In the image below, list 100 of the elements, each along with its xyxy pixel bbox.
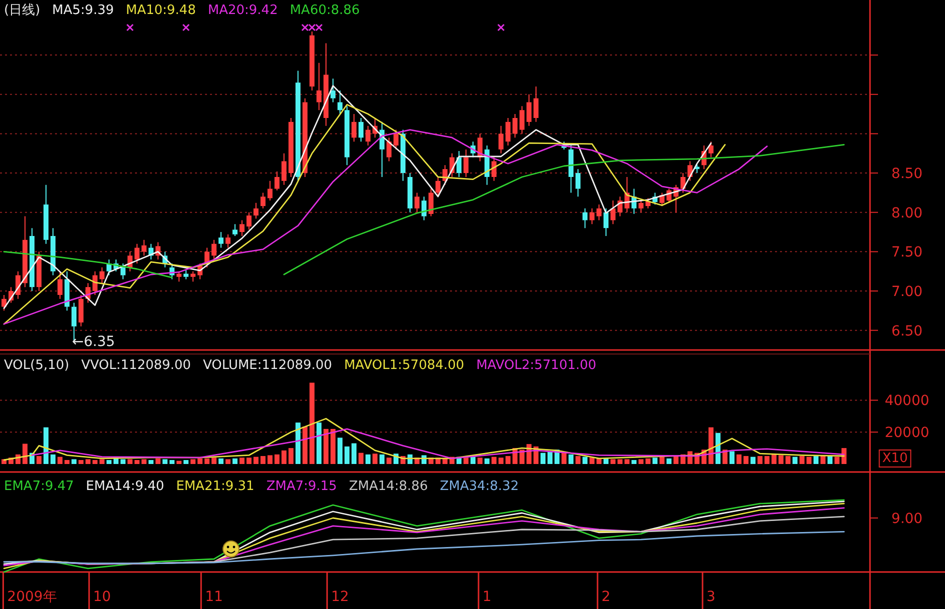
chart-title: VOL(5,10): [4, 358, 70, 373]
bar: [548, 451, 552, 464]
candlestick: [134, 243, 140, 264]
bar: [708, 427, 714, 464]
bar: [568, 454, 574, 464]
bar: [246, 458, 252, 464]
candlestick: [414, 192, 420, 213]
annotation: ←6.35: [72, 334, 115, 350]
candlestick: [610, 200, 616, 225]
bar: [240, 458, 244, 464]
bar: [36, 456, 42, 464]
text: MA10:9.48: [126, 3, 196, 18]
candlestick: [512, 114, 518, 138]
annotation: VOLUME:112089.00: [202, 358, 332, 373]
candlestick: [240, 220, 244, 236]
candlestick: [526, 94, 532, 126]
candlestick: [268, 180, 272, 202]
line-series: [283, 144, 845, 276]
bar: [268, 455, 272, 464]
bar: [120, 459, 126, 464]
bar: [470, 456, 476, 464]
x-tick-label: 10: [93, 589, 111, 605]
candlestick: [386, 137, 392, 162]
bar: [590, 458, 594, 464]
candlestick: [604, 208, 608, 236]
bar: [274, 454, 280, 464]
bar: [198, 458, 202, 464]
bar: [302, 426, 308, 464]
candlestick: [120, 262, 126, 280]
y-tick-label: 7.50: [891, 244, 923, 261]
bar: [344, 446, 350, 464]
text: EMA7:9.47: [4, 479, 74, 494]
line-series: [31, 428, 845, 460]
bar: [148, 460, 154, 464]
x-tick-label: 12: [331, 589, 349, 605]
text: MA20:9.42: [208, 3, 278, 18]
candlestick: [352, 114, 356, 142]
bar: [730, 451, 734, 464]
bar: [478, 458, 482, 464]
bar: [758, 456, 762, 464]
bar: [106, 460, 112, 464]
bar: [750, 456, 756, 464]
candlestick: [100, 266, 104, 284]
candlestick: [58, 270, 62, 300]
bar: [358, 452, 364, 464]
candlestick: [78, 294, 84, 327]
bar: [800, 456, 804, 464]
candlestick: [492, 156, 496, 182]
bar: [764, 456, 770, 464]
bar: [736, 454, 742, 464]
bar: [44, 427, 48, 464]
chart-title: (日线): [4, 3, 40, 18]
candlestick: [142, 239, 146, 256]
annotation: VVOL:112089.00: [81, 358, 191, 373]
bar: [596, 458, 602, 464]
bar: [520, 450, 524, 464]
x-tick-label: 1: [482, 589, 492, 605]
y-tick-label: 7.00: [891, 284, 923, 300]
line-series: [3, 418, 845, 461]
bar: [128, 459, 132, 464]
bar: [22, 444, 28, 464]
text: 9.00: [891, 511, 923, 527]
bar: [484, 458, 490, 464]
candlestick: [316, 62, 322, 111]
candlestick: [260, 192, 266, 209]
bar: [226, 459, 230, 464]
candlestick: [274, 170, 280, 191]
y-tick-label: 8.50: [891, 166, 923, 182]
bar: [834, 456, 840, 464]
bar: [582, 456, 588, 464]
bar: [92, 460, 98, 464]
x-tick-label: 3: [706, 589, 716, 605]
candlestick: [218, 232, 224, 248]
bar: [660, 456, 664, 464]
bar: [820, 456, 826, 464]
bar: [792, 456, 798, 464]
candlestick: [464, 148, 468, 178]
bar: [610, 459, 616, 464]
bar: [134, 460, 140, 464]
bar: [540, 452, 546, 464]
candlestick: [358, 117, 364, 142]
bar: [170, 460, 174, 464]
candlestick: [436, 176, 440, 198]
bar: [212, 458, 216, 464]
bar: [86, 459, 90, 464]
bar: [372, 454, 378, 464]
bar: [100, 459, 104, 464]
bar: [786, 456, 790, 464]
candlestick: [428, 188, 434, 217]
bar: [72, 459, 76, 464]
candlestick: [422, 196, 426, 221]
text: ZMA14:8.86: [348, 479, 428, 494]
bar: [618, 459, 622, 464]
bar: [316, 422, 322, 464]
candlestick: [596, 204, 602, 221]
y-tick-label: 6.50: [891, 323, 923, 340]
bar: [498, 458, 504, 464]
y-tick-label: 20000: [884, 425, 930, 442]
line-series: [3, 251, 173, 278]
bar: [638, 459, 644, 464]
